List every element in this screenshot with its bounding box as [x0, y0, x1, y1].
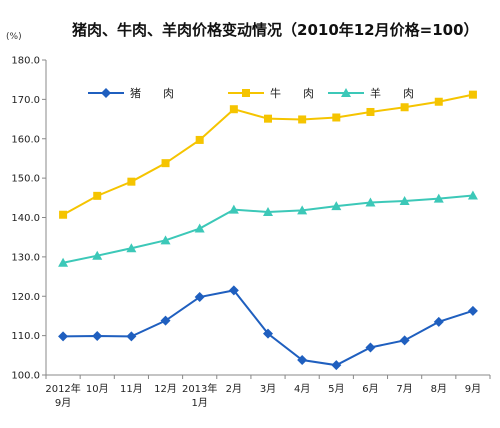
data-point [468, 90, 477, 99]
x-tick-label: 12月 [154, 383, 177, 395]
x-tick-label: 4月 [294, 383, 310, 395]
x-tick-label: 10月 [86, 383, 109, 395]
x-tick-label: 6月 [362, 383, 378, 395]
legend-marker [242, 89, 250, 97]
legend-marker [101, 88, 111, 98]
y-tick-label: 160.0 [11, 134, 40, 145]
data-point [399, 335, 410, 346]
y-tick-label: 150.0 [11, 174, 40, 185]
x-tick-label: 8月 [431, 383, 447, 395]
data-point [92, 331, 103, 342]
series-line [62, 194, 474, 264]
data-point [126, 331, 137, 342]
x-tick-label: 3月 [260, 383, 276, 395]
data-point [467, 190, 478, 200]
data-point [161, 159, 170, 168]
data-point [160, 315, 171, 326]
y-tick-label: 100.0 [11, 371, 40, 382]
data-point [331, 360, 342, 371]
data-point [434, 97, 443, 106]
series-2 [58, 190, 478, 267]
data-point [194, 292, 205, 303]
data-point [58, 331, 69, 342]
x-tick-label: 2013年 1月 [182, 382, 217, 409]
series-line [63, 289, 474, 367]
y-axis-unit: (%) [6, 32, 22, 42]
data-point [194, 223, 205, 233]
axes: 100.0 110.0 120.0 130.0 140.0 150.0 160.0 170.0… [11, 56, 491, 409]
data-point [92, 250, 103, 260]
data-point [59, 210, 68, 219]
data-point [399, 195, 410, 205]
data-point [366, 107, 375, 116]
data-point [467, 305, 478, 316]
data-point [332, 113, 341, 122]
data-point [263, 328, 273, 339]
data-point [433, 193, 444, 203]
series-line [62, 93, 474, 216]
legend-marker [341, 88, 351, 97]
data-point [228, 204, 239, 214]
data-point [297, 355, 308, 366]
data-point [433, 316, 444, 327]
data-point [228, 285, 239, 296]
y-tick-label: 140.0 [11, 213, 40, 224]
x-tick-label: 2012年 9月 [45, 382, 80, 409]
data-point [58, 257, 69, 267]
data-point [400, 103, 409, 112]
y-tick-label: 180.0 [11, 56, 40, 67]
data-point [298, 115, 307, 124]
y-tick-label: 170.0 [11, 95, 40, 106]
series-0 [58, 285, 478, 371]
y-tick-label: 130.0 [11, 252, 40, 263]
legend-label: 牛 肉 [270, 86, 314, 100]
data-point [365, 197, 376, 207]
chart-title: 猪肉、牛肉、羊肉价格变动情况（2010年12月价格=100） [71, 21, 479, 39]
data-point [297, 205, 308, 215]
x-tick-label: 2月 [226, 383, 242, 395]
data-point [93, 191, 102, 200]
y-tick-label: 120.0 [11, 292, 40, 303]
data-point [195, 135, 204, 144]
series-layer [58, 90, 478, 371]
legend: 猪 肉牛 肉羊 肉 [88, 86, 414, 100]
x-tick-label: 7月 [396, 383, 412, 395]
x-tick-label: 11月 [120, 383, 143, 395]
data-point [229, 105, 238, 114]
x-tick-label: 5月 [328, 383, 344, 395]
data-point [365, 342, 376, 353]
legend-label: 猪 肉 [130, 87, 174, 100]
legend-label: 羊 肉 [370, 86, 414, 100]
data-point [126, 243, 137, 253]
data-point [264, 114, 272, 123]
data-point [160, 235, 171, 245]
series-1 [59, 90, 477, 219]
data-point [127, 177, 136, 186]
data-point [331, 201, 342, 211]
x-tick-label: 9月 [465, 383, 481, 395]
y-tick-label: 110.0 [11, 331, 40, 342]
data-point [263, 206, 273, 216]
